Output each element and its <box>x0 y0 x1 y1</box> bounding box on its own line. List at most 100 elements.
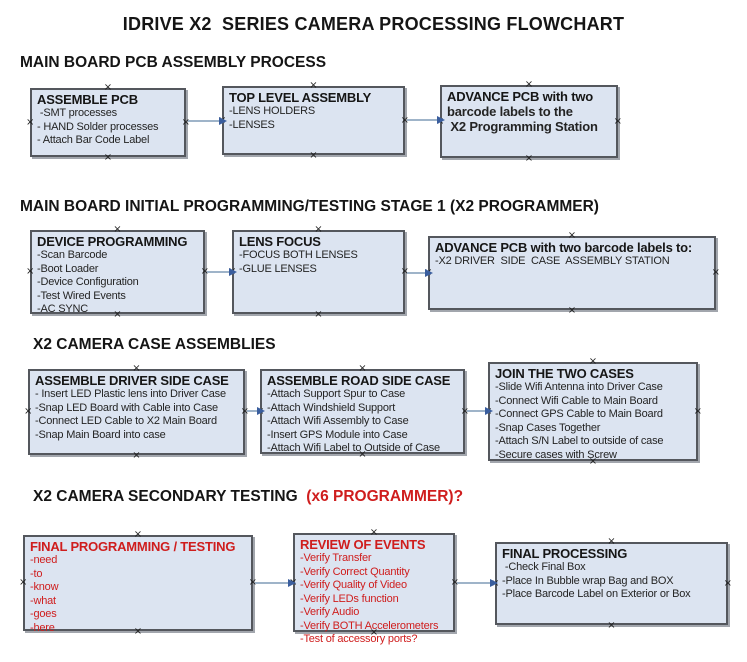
box-lens-focus: LENS FOCUS -FOCUS BOTH LENSES -GLUE LENS… <box>232 230 405 314</box>
box-review-of-events: REVIEW OF EVENTS -Verify Transfer -Verif… <box>293 533 455 645</box>
box-title: REVIEW OF EVENTS <box>300 537 426 552</box>
box-title: ASSEMBLE ROAD SIDE CASE <box>267 373 451 388</box>
box-item: -what <box>30 594 56 607</box>
connection-handle-icon <box>134 530 142 540</box>
box-item: -GLUE LENSES <box>239 262 317 275</box>
box-item: -Connect GPS Cable to Main Board <box>495 408 663 420</box>
section-heading-initial-programming: MAIN BOARD INITIAL PROGRAMMING/TESTING S… <box>20 198 599 215</box>
connection-handle-icon <box>104 153 112 163</box>
box-item: -Boot Loader <box>37 262 99 275</box>
connection-handle-icon <box>309 151 317 161</box>
connection-handle-icon <box>370 528 378 538</box>
box-advance-pcb-programming-station: ADVANCE PCB with two barcode labels to t… <box>440 85 618 158</box>
box-item: -SMT processes <box>37 107 117 119</box>
box-item: -AC SYNC <box>37 303 88 315</box>
flow-arrow <box>457 579 498 587</box>
box-title: FINAL PROCESSING <box>502 546 628 561</box>
box-item: -Place In Bubble wrap Bag and BOX <box>502 574 674 587</box>
box-item: -Verify Transfer <box>300 552 372 564</box>
heading-red-part: (x6 PROGRAMMER)? <box>302 488 464 505</box>
connection-handle-icon <box>134 627 142 637</box>
box-item: -Slide Wifi Antenna into Driver Case <box>495 381 663 393</box>
box-item: - Insert LED Plastic lens into Driver Ca… <box>35 388 226 400</box>
connection-handle-icon <box>525 80 533 90</box>
connection-handle-icon <box>712 268 720 278</box>
connection-handle-icon <box>568 306 576 316</box>
box-item: -Connect LED Cable to X2 Main Board <box>35 415 217 427</box>
box-title: ADVANCE PCB with two <box>447 89 593 104</box>
connection-handle-icon <box>370 628 378 638</box>
heading-black-part: X2 CAMERA SECONDARY TESTING <box>33 488 302 505</box>
page-title: IDRIVE X2 SERIES CAMERA PROCESSING FLOWC… <box>122 14 625 34</box>
box-item: X2 Programming Station <box>447 119 598 134</box>
box-item: - Attach Bar Code Label <box>37 134 150 146</box>
box-title: FINAL PROGRAMMING / TESTING <box>30 539 236 554</box>
connection-handle-icon <box>358 364 366 374</box>
flow-arrow <box>467 407 493 415</box>
box-join-the-two-cases: JOIN THE TWO CASES -Slide Wifi Antenna i… <box>488 362 698 461</box>
box-item: -Attach Wifi Label to Outside of Case <box>267 442 440 454</box>
box-item: -Test Wired Events <box>37 289 126 302</box>
box-item: -Check Final Box <box>502 561 586 573</box>
box-item: -Verify Audio <box>300 606 360 618</box>
box-item: -Verify Correct Quantity <box>300 565 410 578</box>
connection-handle-icon <box>358 450 366 460</box>
connection-handle-icon <box>589 457 597 467</box>
box-title: JOIN THE TWO CASES <box>495 366 634 381</box>
box-item: -Attach S/N Label to outside of case <box>495 435 664 447</box>
box-assemble-road-side-case: ASSEMBLE ROAD SIDE CASE -Attach Support … <box>260 369 465 454</box>
box-item: -Attach Wifi Assembly to Case <box>267 415 409 427</box>
box-item: -Attach Support Spur to Case <box>267 388 406 400</box>
connection-handle-icon <box>314 310 322 320</box>
connection-handle-icon <box>24 407 32 417</box>
box-item: barcode labels to the <box>447 104 573 119</box>
box-item: -X2 DRIVER SIDE CASE ASSEMBLY STATION <box>435 255 670 267</box>
connection-handle-icon <box>607 537 615 547</box>
box-item: -Snap LED Board with Cable into Case <box>35 401 218 414</box>
connection-handle-icon <box>607 621 615 631</box>
connection-handle-icon <box>589 357 597 367</box>
flow-arrow <box>407 116 445 124</box>
box-item: -know <box>30 581 59 593</box>
connection-handle-icon <box>182 118 190 128</box>
connection-handle-icon <box>241 407 249 417</box>
connection-handle-icon <box>19 578 27 588</box>
box-title: ASSEMBLE DRIVER SIDE CASE <box>35 373 229 388</box>
connection-handle-icon <box>113 225 121 235</box>
box-advance-pcb-driver-side-station: ADVANCE PCB with two barcode labels to: … <box>428 236 716 310</box>
box-item: -Device Configuration <box>37 276 139 288</box>
flow-arrow <box>407 269 433 277</box>
box-item: -Verify LEDs function <box>300 592 399 605</box>
connection-handle-icon <box>525 154 533 164</box>
box-title: ADVANCE PCB with two barcode labels to: <box>435 240 693 255</box>
section-heading-pcb-assembly: MAIN BOARD PCB ASSEMBLY PROCESS <box>20 54 327 71</box>
box-item: -to <box>30 567 43 580</box>
box-item: - HAND Solder processes <box>37 120 159 133</box>
flow-arrow <box>188 117 227 125</box>
box-top-level-assembly: TOP LEVEL ASSEMBLY -LENS HOLDERS -LENSES <box>222 86 405 155</box>
box-item: -Scan Barcode <box>37 249 108 261</box>
box-final-processing: FINAL PROCESSING -Check Final Box -Place… <box>495 542 728 625</box>
box-item: -Place Barcode Label on Exterior or Box <box>502 588 691 600</box>
connection-handle-icon <box>132 364 140 374</box>
box-item: -Secure cases with Screw <box>495 448 617 461</box>
box-item: -Attach Windshield Support <box>267 401 396 414</box>
box-item: -Snap Main Board into case <box>35 428 166 441</box>
connection-handle-icon <box>26 118 34 128</box>
box-assemble-driver-side-case: ASSEMBLE DRIVER SIDE CASE - Insert LED P… <box>28 369 245 455</box>
section-heading-case-assemblies: X2 CAMERA CASE ASSEMBLIES <box>33 336 276 353</box>
box-title: TOP LEVEL ASSEMBLY <box>229 90 372 105</box>
box-title: LENS FOCUS <box>239 234 321 249</box>
box-assemble-pcb: ASSEMBLE PCB -SMT processes - HAND Solde… <box>30 88 186 157</box>
box-item: -Insert GPS Module into Case <box>267 428 408 441</box>
connection-handle-icon <box>113 310 121 320</box>
box-item: -here <box>30 621 55 634</box>
connection-handle-icon <box>314 225 322 235</box>
connection-handle-icon <box>309 81 317 91</box>
flow-arrow <box>207 268 237 276</box>
box-item: -LENS HOLDERS <box>229 105 316 117</box>
box-final-programming-testing: FINAL PROGRAMMING / TESTING -need -to -k… <box>23 535 253 634</box>
flow-arrow <box>255 579 296 587</box>
connection-handle-icon <box>132 451 140 461</box>
